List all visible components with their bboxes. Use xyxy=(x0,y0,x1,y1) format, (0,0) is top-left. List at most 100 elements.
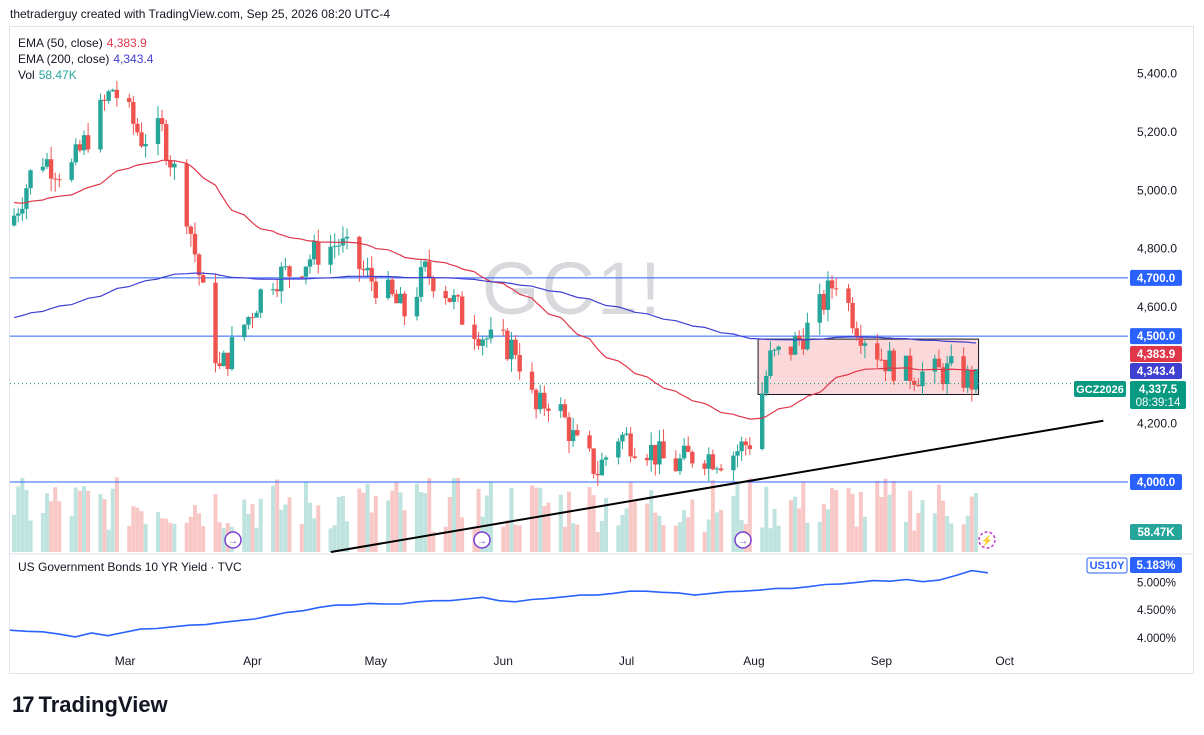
candle-body xyxy=(163,124,169,161)
volume-bar xyxy=(788,500,793,552)
volume-bar xyxy=(657,515,662,552)
volume-bar xyxy=(386,500,391,552)
candle-body xyxy=(385,279,391,299)
candle-body xyxy=(28,170,33,189)
volume-bar xyxy=(714,512,719,552)
support-trendline xyxy=(330,419,1104,553)
volume-bar xyxy=(131,506,136,552)
candle-body xyxy=(501,329,506,331)
last-price-badge xyxy=(1130,381,1186,409)
volume-bar xyxy=(246,513,251,552)
volume-bar xyxy=(184,522,189,552)
candle-body xyxy=(57,179,62,181)
dividend-event-icon xyxy=(734,531,752,549)
candle-body xyxy=(690,451,695,464)
volume-bar xyxy=(846,488,851,552)
level-badge xyxy=(1130,269,1182,286)
candle-body xyxy=(673,458,679,472)
volume-bar xyxy=(875,480,880,552)
symbol-badge xyxy=(1074,381,1126,397)
volume-bar xyxy=(628,482,633,552)
legend-vol[interactable]: Vol 58.47K xyxy=(18,68,77,83)
volume-bar xyxy=(275,479,280,552)
x-tick-label: Mar xyxy=(115,654,136,668)
candle-body xyxy=(932,358,938,372)
volume-bar xyxy=(188,516,193,552)
volume-bar xyxy=(336,496,341,552)
volume-badge xyxy=(1130,524,1182,540)
candle-body xyxy=(373,281,379,299)
tradingview-brand: TradingView xyxy=(38,692,168,717)
candle-body xyxy=(805,322,810,350)
candle-body xyxy=(155,118,161,145)
candle-body xyxy=(357,236,362,270)
candle-body xyxy=(833,288,839,290)
legend-ema50[interactable]: EMA (50, close) 4,383.9 xyxy=(18,36,147,51)
legend-vol-label: Vol xyxy=(18,68,35,82)
volume-bar xyxy=(213,494,218,552)
volume-bar xyxy=(77,490,82,552)
volume-bar xyxy=(603,497,608,552)
candle-body xyxy=(250,317,255,319)
volume-bar xyxy=(250,503,255,552)
candle-body xyxy=(936,358,942,368)
candle-body xyxy=(801,338,806,350)
volume-bar xyxy=(254,527,259,552)
ema200-badge xyxy=(1130,363,1182,379)
ema50-badge xyxy=(1130,346,1182,362)
volume-bar xyxy=(414,483,419,552)
candle-body xyxy=(538,392,543,410)
candle-body xyxy=(517,355,522,372)
volume-bar xyxy=(591,495,596,552)
ema50-badge-label: 4,383.9 xyxy=(1137,349,1175,361)
candle-body xyxy=(792,335,798,355)
volume-bar xyxy=(98,494,103,552)
volume-bar xyxy=(653,512,658,552)
volume-bar xyxy=(817,521,822,552)
volume-bar xyxy=(419,492,424,552)
level-badge-label: 4,500.0 xyxy=(1137,331,1175,343)
volume-bar xyxy=(575,524,580,552)
legend-ema50-label: EMA (50, close) xyxy=(18,36,103,50)
candle-body xyxy=(414,296,420,317)
tradingview-logo[interactable]: 17 TradingView xyxy=(12,692,168,718)
volume-bar xyxy=(460,517,465,552)
x-tick-label: Jul xyxy=(619,654,634,668)
candle-body xyxy=(73,144,78,163)
candle-body xyxy=(402,293,407,317)
volume-bar xyxy=(677,522,682,552)
volume-bar xyxy=(879,496,884,552)
yield-last-label: 5.183% xyxy=(1136,560,1175,572)
volume-bar xyxy=(328,528,333,552)
volume-bar xyxy=(862,516,867,552)
candle-body xyxy=(788,346,794,355)
countdown-label: 08:39:14 xyxy=(1136,397,1181,409)
legend-vol-value: 58.47K xyxy=(38,68,77,82)
candle-body xyxy=(632,456,637,458)
volume-bar xyxy=(160,518,165,552)
yield-symbol-badge xyxy=(1086,557,1128,574)
volume-bar xyxy=(221,528,226,552)
legend-ema200[interactable]: EMA (200, close) 4,343.4 xyxy=(18,52,153,67)
volume-bar xyxy=(451,478,456,552)
candle-body xyxy=(920,371,925,387)
volume-bar xyxy=(361,492,366,552)
candle-body xyxy=(735,451,740,456)
candle-body xyxy=(159,118,165,125)
legend-ema200-value: 4,343.4 xyxy=(113,52,154,66)
x-tick-label: Apr xyxy=(243,654,262,668)
candle-body xyxy=(912,380,917,385)
candle-body xyxy=(846,288,851,303)
volume-bar xyxy=(973,493,978,552)
candle-body xyxy=(40,166,46,171)
candle-body xyxy=(188,226,194,234)
candle-body xyxy=(772,349,777,351)
volume-bar xyxy=(542,506,547,552)
x-tick-label: Aug xyxy=(743,654,764,668)
volume-bar xyxy=(456,477,461,552)
volume-bar xyxy=(345,521,350,552)
candle-body xyxy=(102,99,107,101)
volume-bar xyxy=(299,523,304,552)
volume-bar xyxy=(73,487,78,552)
